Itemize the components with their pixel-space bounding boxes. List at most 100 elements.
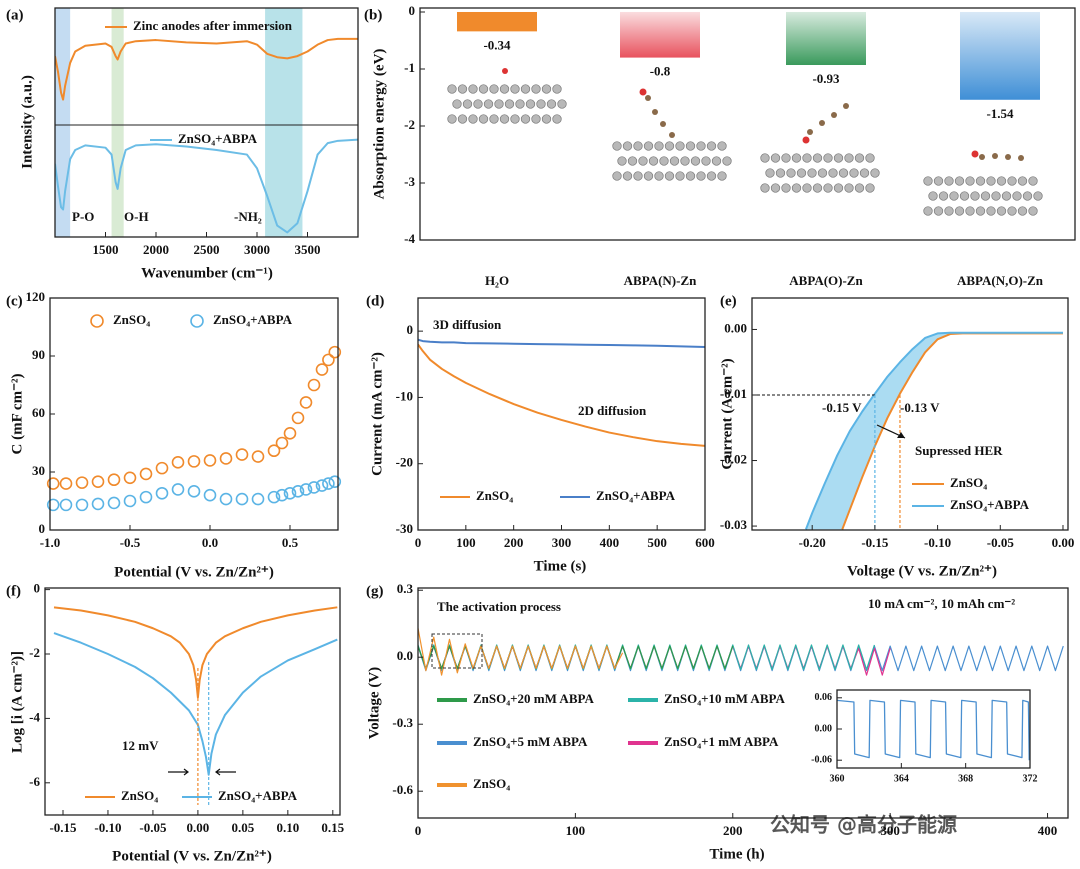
- atom: [478, 114, 489, 124]
- x-tick-label: 368: [958, 773, 973, 784]
- atom: [949, 191, 959, 201]
- atom: [685, 171, 696, 181]
- y-tick-label: 0.00: [815, 723, 833, 734]
- x-axis-title: Time (s): [534, 558, 587, 574]
- y-tick-label: 90: [32, 347, 45, 362]
- data-point: [46, 498, 60, 512]
- atom: [812, 153, 823, 163]
- atom: [854, 153, 865, 163]
- shaded-area: [805, 332, 1063, 530]
- annotation: The activation process: [437, 599, 561, 614]
- atom: [923, 176, 933, 186]
- y-tick-label: -6: [29, 774, 40, 789]
- y-axis-title: Current (mA cm⁻²): [369, 352, 385, 476]
- arrow: [168, 768, 189, 776]
- atom: [701, 156, 711, 166]
- atom: [717, 171, 727, 181]
- x-tick-label: 360: [830, 773, 845, 784]
- y-tick-label: 0: [409, 3, 416, 18]
- legend-label: ZnSO₄+20 mM ABPA: [473, 691, 594, 706]
- value-label: -0.93: [812, 71, 840, 86]
- atom: [541, 114, 552, 124]
- atom: [654, 141, 664, 151]
- data-point: [75, 498, 89, 512]
- legend-label: ZnSO₄+ABPA: [178, 131, 258, 146]
- data-point: [322, 477, 335, 490]
- legend-label: ZnSO₄: [473, 776, 510, 791]
- atom: [552, 84, 562, 94]
- y-tick-label: -0.6: [392, 782, 413, 797]
- legend-label: ZnSO₄+ABPA: [596, 488, 676, 503]
- legend-label: Zinc anodes after immersion: [133, 18, 293, 33]
- atom: [660, 121, 666, 127]
- annotation: -0.15 V: [822, 400, 862, 415]
- y-tick-label: -0.06: [811, 754, 832, 765]
- x-tick-label: 2500: [194, 242, 220, 257]
- atom: [494, 99, 504, 109]
- data-point: [123, 471, 137, 485]
- legend-label: ZnSO₄: [950, 475, 987, 490]
- atom: [1018, 155, 1024, 161]
- data-point: [315, 479, 329, 492]
- atom: [849, 168, 859, 178]
- atom: [717, 141, 727, 151]
- atom: [923, 206, 933, 216]
- x-tick-label: -1.0: [40, 535, 61, 550]
- data-point: [322, 353, 335, 367]
- atom: [817, 168, 828, 178]
- x-tick-label: 0.00: [1052, 535, 1075, 550]
- atom: [457, 114, 468, 124]
- atom: [520, 84, 531, 94]
- bar: [786, 11, 866, 66]
- atom: [664, 171, 675, 181]
- legend-marker: [190, 314, 204, 328]
- arrow-head: [897, 432, 905, 438]
- atom: [552, 114, 562, 124]
- value-label: -1.54: [986, 106, 1014, 121]
- x-axis-title: Voltage (V vs. Zn/Zn²⁺): [847, 563, 997, 579]
- data-line: [841, 332, 1063, 530]
- data-line: [55, 138, 358, 234]
- atom: [979, 154, 985, 160]
- atom: [669, 132, 675, 138]
- atom: [617, 156, 627, 166]
- atom: [1022, 191, 1033, 201]
- data-point: [315, 363, 329, 376]
- atom: [975, 176, 986, 186]
- atom: [844, 183, 854, 193]
- atom: [1033, 191, 1043, 201]
- x-tick-label: 372: [1023, 773, 1038, 784]
- atom: [457, 84, 468, 94]
- atom: [986, 176, 996, 186]
- data-line: [53, 606, 338, 699]
- data-point: [275, 488, 289, 502]
- atom: [944, 176, 954, 186]
- data-line: [804, 331, 1063, 530]
- annotation: -0.13 V: [900, 400, 940, 415]
- shaded-band: [55, 8, 71, 237]
- x-tick-label: -0.05: [139, 820, 167, 835]
- atom: [828, 168, 838, 178]
- atom: [468, 114, 478, 124]
- shaded-band: [111, 8, 124, 237]
- atom: [859, 168, 870, 178]
- data-point: [275, 436, 289, 450]
- data-point: [307, 481, 321, 494]
- legend-label: ZnSO₄: [121, 788, 158, 803]
- atom: [843, 103, 849, 109]
- data-point: [171, 483, 185, 496]
- data-point: [251, 450, 265, 463]
- atom: [1005, 154, 1011, 160]
- x-axis-title: Potential (V vs. Zn/Zn²⁺): [114, 564, 274, 580]
- plot-frame: [419, 7, 1076, 241]
- y-tick-label: 60: [32, 405, 45, 420]
- data-point: [187, 485, 201, 498]
- atom: [489, 84, 499, 94]
- y-axis-title: Voltage (V): [366, 667, 382, 739]
- atom: [760, 153, 770, 163]
- atom: [760, 183, 770, 193]
- category-label: H₂O: [485, 273, 509, 288]
- atom: [1017, 206, 1028, 216]
- y-tick-label: -4: [404, 231, 415, 246]
- value-label: -0.8: [650, 64, 671, 79]
